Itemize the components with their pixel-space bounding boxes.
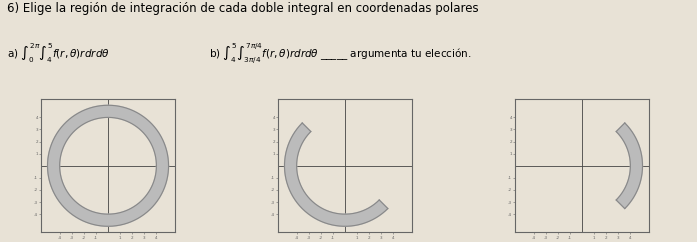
Polygon shape <box>47 105 169 226</box>
Text: 6) Elige la región de integración de cada doble integral en coordenadas polares: 6) Elige la región de integración de cad… <box>7 2 479 15</box>
Text: a) $\int_{0}^{2\pi}\int_{4}^{5} f(r,\theta)rdrd\theta$: a) $\int_{0}^{2\pi}\int_{4}^{5} f(r,\the… <box>7 41 110 65</box>
Text: b) $\int_{4}^{5}\int_{3\pi/4}^{7\pi/4} f(r,\theta)rdrd\theta$ _____ argumenta tu: b) $\int_{4}^{5}\int_{3\pi/4}^{7\pi/4} f… <box>209 41 472 66</box>
Polygon shape <box>616 123 643 209</box>
Polygon shape <box>284 123 388 226</box>
